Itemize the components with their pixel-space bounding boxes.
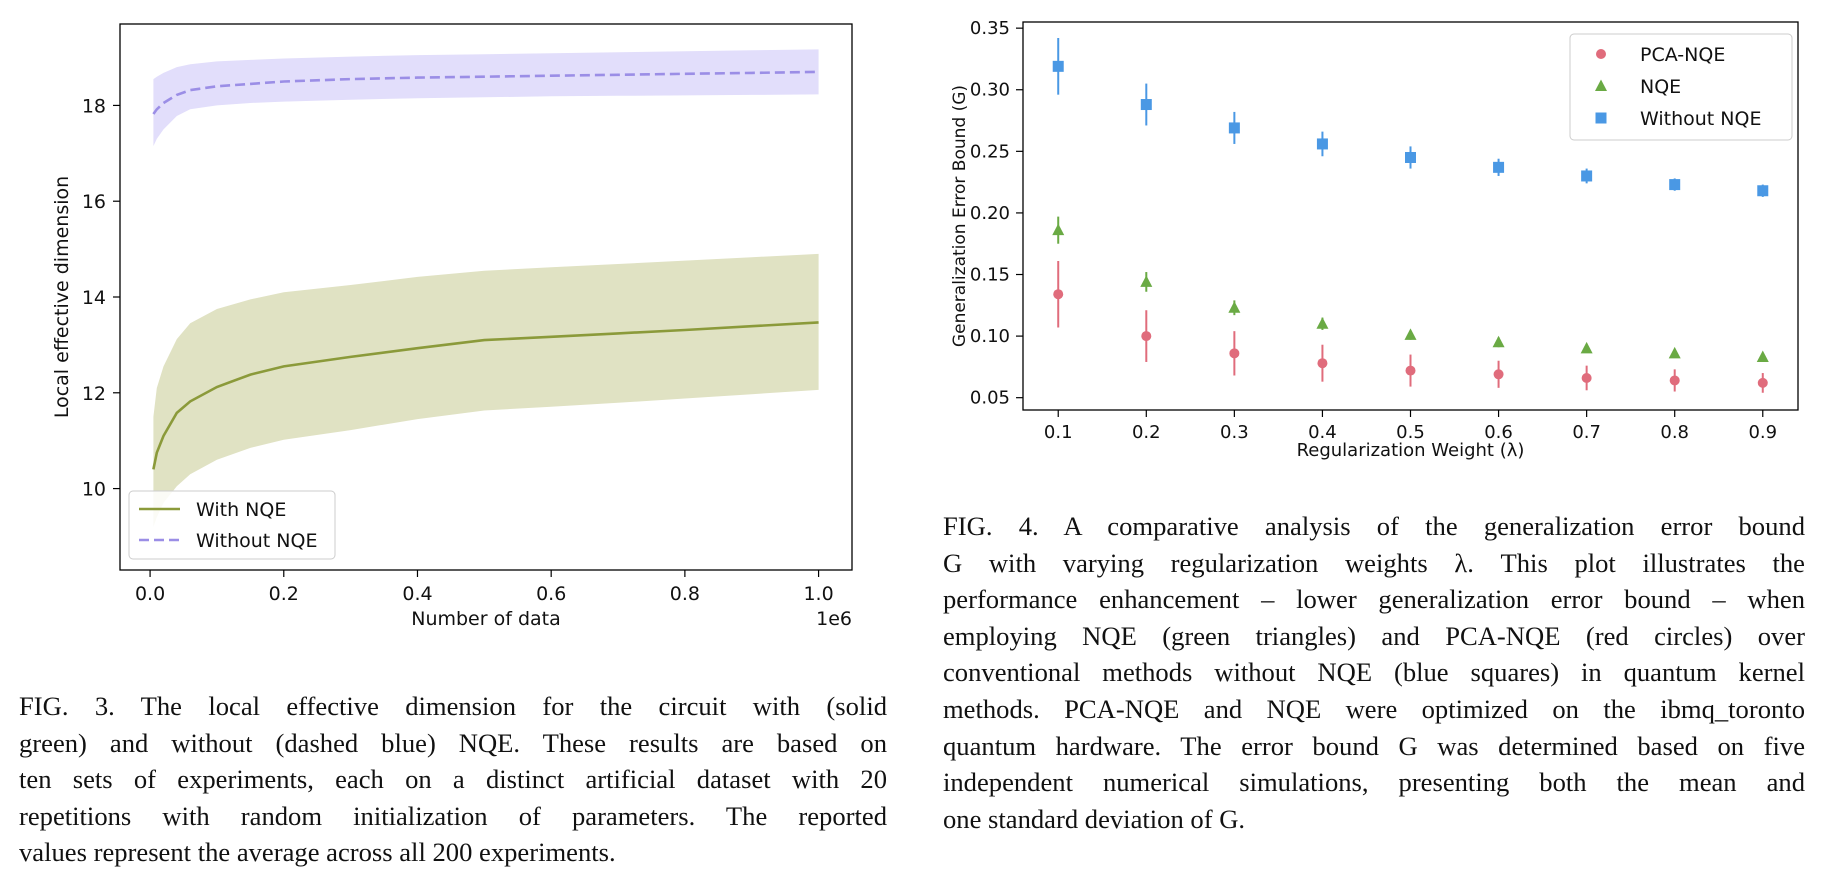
figure-4-chart: 0.1 0.2 0.3 0.4 0.5 0.6 0.7 0.8 0.9 0.05 0.10 0.15 0… (950, 18, 1799, 461)
legend-box (128, 490, 336, 560)
caption-line: employing NQE (green triangles) and PCA-… (943, 620, 1805, 651)
legend-marker (1595, 79, 1607, 91)
line-with-nqe (152, 321, 819, 470)
point-pca-nqe (1053, 289, 1064, 300)
point-without-nqe (1669, 179, 1681, 191)
caption-line: FIG. 4. A comparative analysis of the ge… (943, 511, 1805, 541)
x-tick-label: 0.4 (1308, 422, 1337, 443)
point-without-nqe (1140, 99, 1152, 111)
legend-marker (1596, 49, 1606, 59)
point-nqe (1316, 317, 1329, 329)
x-tick-label: 0.9 (1748, 422, 1777, 443)
caption-line: performance enhancement – lower generali… (943, 584, 1805, 615)
series-nqe (1052, 216, 1769, 363)
point-without-nqe (1757, 185, 1769, 197)
legend-label: Without NQE (1640, 108, 1761, 130)
caption-line: ten sets of experiments, each on a disti… (19, 764, 887, 795)
x-axis-label: Regularization Weight (λ) (1297, 440, 1525, 461)
x-tick-label: 0.7 (1572, 422, 1601, 443)
point-nqe (1756, 350, 1769, 363)
band-without-nqe (153, 49, 819, 147)
caption-line: G with varying regularization weights λ.… (943, 547, 1805, 578)
caption-line: independent numerical simulations, prese… (943, 767, 1805, 798)
plot-area (152, 49, 819, 527)
y-tick-label: 14 (82, 287, 106, 309)
x-tick-label: 0.2 (269, 583, 299, 605)
x-axis-label: Number of data (411, 608, 561, 630)
point-pca-nqe (1493, 369, 1504, 380)
y-tick-label: 0.30 (970, 80, 1010, 101)
y-tick-label: 12 (82, 383, 106, 405)
point-without-nqe (1581, 170, 1593, 182)
point-pca-nqe (1581, 372, 1592, 383)
caption-line: FIG. 3. The local effective dimension fo… (19, 691, 887, 721)
caption-line: quantum hardware. The error bound G was … (943, 730, 1805, 761)
point-pca-nqe (1669, 375, 1680, 386)
point-pca-nqe (1405, 365, 1416, 376)
series-without-nqe (1052, 38, 1769, 197)
figure-3-chart: 0.0 0.2 0.4 0.6 0.8 1.0 10 12 14 16 18 Number of da… (51, 23, 853, 630)
point-nqe (1228, 301, 1241, 313)
point-without-nqe (1052, 60, 1064, 72)
figure-4-caption: FIG. 4. A comparative analysis of the ge… (943, 508, 1805, 837)
y-tick-label: 16 (82, 191, 106, 213)
legend: With NQE Without NQE (128, 490, 336, 560)
point-pca-nqe (1317, 358, 1328, 369)
x-tick-label: 0.8 (670, 583, 700, 605)
point-without-nqe (1493, 161, 1505, 173)
y-axis-label: Local effective dimension (51, 176, 73, 418)
point-nqe (1492, 335, 1505, 348)
line-without-nqe (152, 70, 819, 115)
y-tick-label: 0.35 (970, 18, 1010, 39)
legend-marker (1595, 112, 1607, 124)
point-pca-nqe (1141, 331, 1152, 342)
y-tick-label: 0.15 (970, 265, 1010, 286)
y-tick-label: 0.20 (970, 203, 1010, 224)
y-tick-label: 18 (82, 95, 106, 117)
point-nqe (1580, 341, 1593, 354)
y-tick-label: 0.10 (970, 326, 1010, 347)
legend: PCA-NQE NQE Without NQE (1569, 33, 1793, 141)
x-tick-label: 0.5 (1396, 422, 1425, 443)
legend-label: Without NQE (196, 530, 317, 552)
x-tick-label: 0.1 (1044, 422, 1073, 443)
legend-label: With NQE (196, 499, 286, 521)
point-pca-nqe (1757, 377, 1768, 388)
figure-3-caption: FIG. 3. The local effective dimension fo… (19, 688, 887, 871)
x-tick-label: 0.0 (135, 583, 165, 605)
caption-line: one standard deviation of G. (943, 803, 1246, 834)
x-offset-label: 1e6 (816, 608, 852, 630)
x-tick-label: 0.2 (1132, 422, 1161, 443)
x-tick-label: 0.6 (1484, 422, 1513, 443)
x-tick-label: 0.3 (1220, 422, 1249, 443)
series-pca-nqe (1053, 260, 1768, 393)
point-without-nqe (1405, 151, 1416, 163)
point-nqe (1404, 328, 1417, 340)
point-nqe (1668, 346, 1681, 359)
x-tick-label: 1.0 (803, 583, 833, 605)
y-tick-label: 0.25 (970, 141, 1010, 162)
legend-label: PCA-NQE (1640, 44, 1725, 66)
point-without-nqe (1228, 122, 1240, 134)
point-nqe (1140, 275, 1153, 287)
point-without-nqe (1316, 138, 1328, 150)
y-tick-label: 10 (82, 479, 106, 501)
legend-label: NQE (1640, 76, 1681, 98)
x-tick-label: 0.8 (1660, 422, 1689, 443)
legend-box (1569, 33, 1793, 141)
caption-line: conventional methods without NQE (blue s… (943, 657, 1805, 688)
caption-line: repetitions with random initialization o… (19, 800, 887, 831)
caption-line: values represent the average across all … (19, 837, 616, 868)
band-with-nqe (153, 253, 819, 527)
point-nqe (1052, 223, 1065, 236)
x-tick-label: 0.6 (536, 583, 566, 605)
y-tick-label: 0.05 (970, 388, 1010, 409)
caption-line: green) and without (dashed blue) NQE. Th… (19, 727, 887, 758)
y-axis-label: Generalization Error Bound (G) (950, 85, 970, 347)
point-pca-nqe (1229, 348, 1240, 359)
x-tick-label: 0.4 (402, 583, 432, 605)
caption-line: methods. PCA-NQE and NQE were optimized … (943, 693, 1805, 724)
